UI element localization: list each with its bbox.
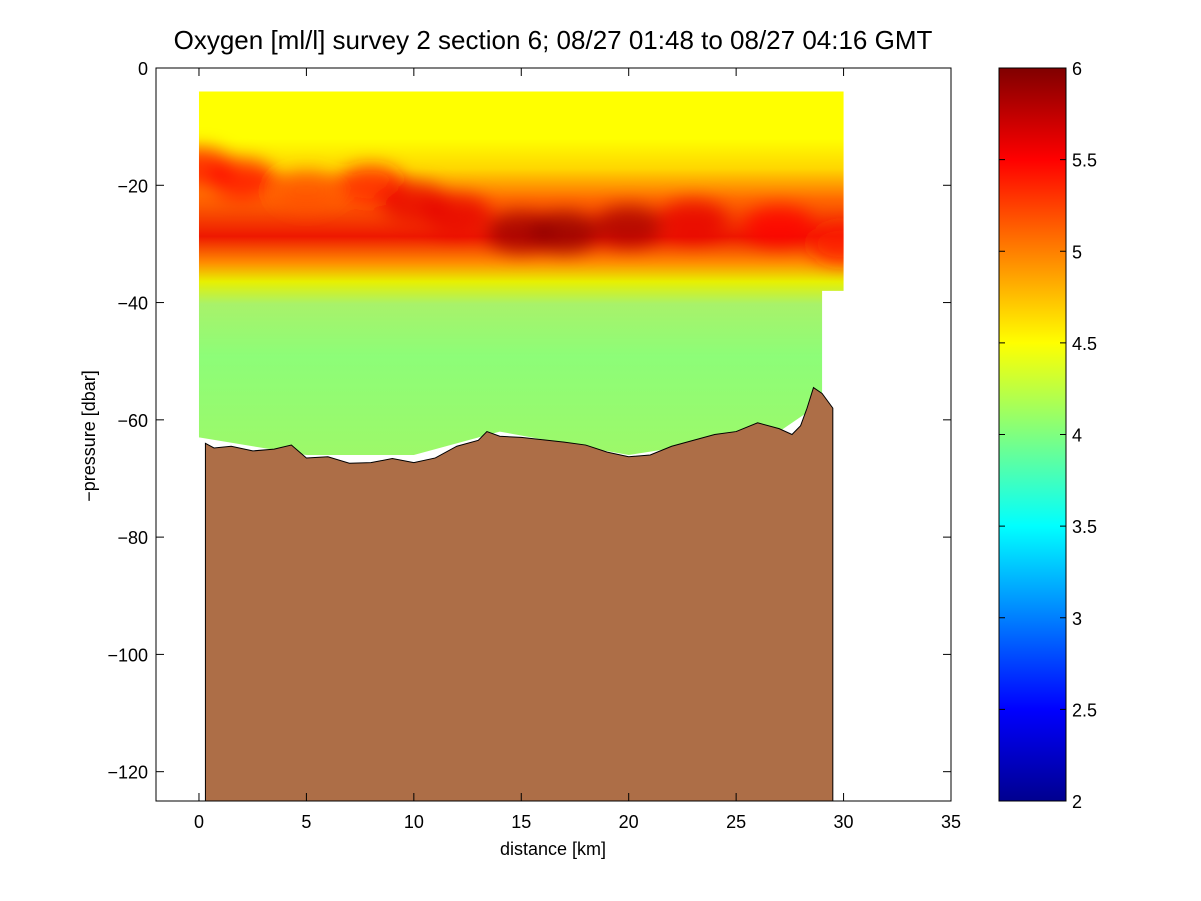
y-axis-label: −pressure [dbar]	[79, 370, 99, 502]
plot-area: 0 5 10 15 20 25 30 35 0 −20 −40 −60 −80 −100 −120	[107, 59, 961, 832]
colorbar-tick-label: 5	[1072, 242, 1082, 262]
y-tick-label: 0	[138, 59, 148, 79]
colorbar-tick-label: 5.5	[1072, 151, 1097, 171]
colorbar-scale	[998, 67, 1067, 802]
colorbar-tick-label: 6	[1072, 59, 1082, 79]
y-tick-label: −120	[107, 763, 148, 783]
oxygen-core-blob	[659, 200, 728, 241]
oxygen-core-blob	[530, 212, 599, 253]
x-tick-label: 15	[511, 812, 531, 832]
x-tick-label: 25	[726, 812, 746, 832]
x-tick-label: 20	[619, 812, 639, 832]
oxygen-core-blob	[594, 206, 663, 247]
seabed-terrain	[204, 386, 834, 802]
oxygen-core-blob	[272, 171, 341, 212]
y-tick-label: −100	[107, 645, 148, 665]
colorbar-tick-label: 3	[1072, 609, 1082, 629]
x-tick-label: 5	[301, 812, 311, 832]
y-tick-label: −40	[117, 294, 148, 314]
y-tick-label: −80	[117, 528, 148, 548]
oxygen-max-core	[198, 147, 844, 264]
x-axis: 0 5 10 15 20 25 30 35	[194, 68, 961, 832]
oxygen-field-fill	[198, 91, 844, 456]
x-tick-label: 10	[404, 812, 424, 832]
colorbar-tick-label: 4.5	[1072, 334, 1097, 354]
colorbar-tick-label: 4	[1072, 426, 1082, 446]
oxygen-core-blob	[207, 159, 276, 200]
y-axis: 0 −20 −40 −60 −80 −100 −120	[107, 59, 951, 783]
oxygen-core-blob	[422, 194, 491, 235]
plot-frame	[155, 67, 952, 802]
y-tick-label: −20	[117, 176, 148, 196]
x-tick-label: 30	[834, 812, 854, 832]
colorbar-tick-label: 2	[1072, 792, 1082, 812]
x-tick-label: 35	[941, 812, 961, 832]
oxygen-field	[198, 91, 844, 456]
colorbar-tick-label: 2.5	[1072, 700, 1097, 720]
y-tick-label: −60	[117, 411, 148, 431]
colorbar-tick-label: 3.5	[1072, 517, 1097, 537]
colorbar-ticks: 2 2.5 3 3.5 4 4.5 5 5.5 6	[999, 59, 1097, 812]
colorbar: 2 2.5 3 3.5 4 4.5 5 5.5 6	[998, 59, 1097, 812]
oxygen-core-blob	[745, 206, 814, 247]
x-axis-label: distance [km]	[500, 839, 606, 859]
chart-title: Oxygen [ml/l] survey 2 section 6; 08/27 …	[174, 25, 933, 55]
x-tick-label: 0	[194, 812, 204, 832]
oxygen-core-blob	[809, 223, 844, 264]
